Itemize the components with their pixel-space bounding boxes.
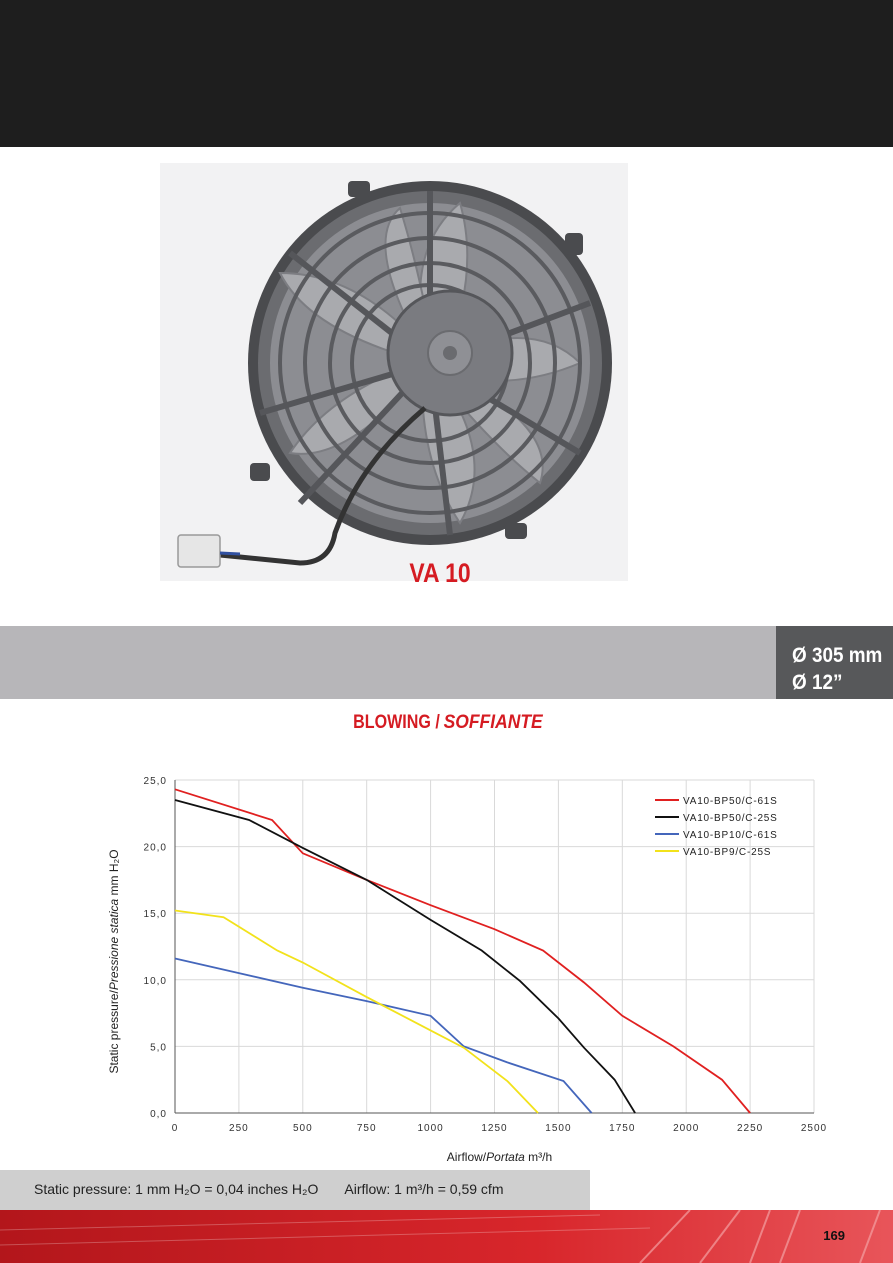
x-tick-label: 2000 [673,1123,699,1134]
y-tick-label: 10,0 [144,976,167,987]
x-tick-label: 1750 [609,1123,635,1134]
series-line-4 [174,909,539,1114]
product-image [160,163,628,581]
series-line-3 [174,957,593,1114]
diameter-inch: Ø 12” [792,671,843,694]
chart-title-italic: SOFFIANTE [444,712,544,733]
chart-title-main: BLOWING / [353,712,441,733]
fan-icon [177,181,612,568]
x-axis-label: Airflow/Portata m³/h [447,1150,552,1164]
legend-label: VA10-BP50/C-25S [683,813,778,824]
y-axis-label: Static pressure/Pressione statica mm H₂O [107,849,121,1073]
conversion-note: Static pressure: 1 mm H₂O = 0,04 inches … [0,1170,590,1210]
page-number: 169 [823,1228,845,1243]
performance-chart: 0 250 500 750 1000 1250 1500 1750 2000 2250 2500 0,… [107,776,827,1164]
chart-title: BLOWING / SOFFIANTE [0,712,893,734]
model-name: VA 10 [409,558,471,588]
x-tick-label: 750 [357,1123,377,1134]
x-tick-label: 1250 [481,1123,507,1134]
y-tick-label: 25,0 [144,776,167,787]
x-tick-label: 1500 [545,1123,571,1134]
x-tick-label: 0 [172,1123,179,1134]
y-tick-label: 15,0 [144,909,167,920]
x-tick-label: 2250 [737,1123,763,1134]
size-badge: Ø 305 mm Ø 12” [776,626,893,699]
legend-label: VA10-BP10/C-61S [683,830,778,841]
airflow-conversion: Airflow: 1 m³/h = 0,59 cfm [344,1181,504,1197]
legend-label: VA10-BP50/C-61S [683,796,778,807]
header-bar [0,0,893,147]
series-line-2 [174,799,636,1114]
footer-stripes [0,1210,893,1263]
grey-band [0,626,776,699]
series-line-1 [174,788,751,1114]
y-tick-label: 20,0 [144,843,167,854]
pressure-conversion: Static pressure: 1 mm H₂O = 0,04 inches … [34,1181,319,1197]
x-tick-label: 1000 [417,1123,443,1134]
y-tick-label: 0,0 [150,1109,167,1120]
diameter-mm: Ø 305 mm [792,644,883,667]
x-tick-label: 250 [229,1123,249,1134]
y-tick-label: 5,0 [150,1042,167,1053]
x-tick-label: 2500 [801,1123,827,1134]
x-tick-label: 500 [293,1123,313,1134]
legend-label: VA10-BP9/C-25S [683,847,771,858]
